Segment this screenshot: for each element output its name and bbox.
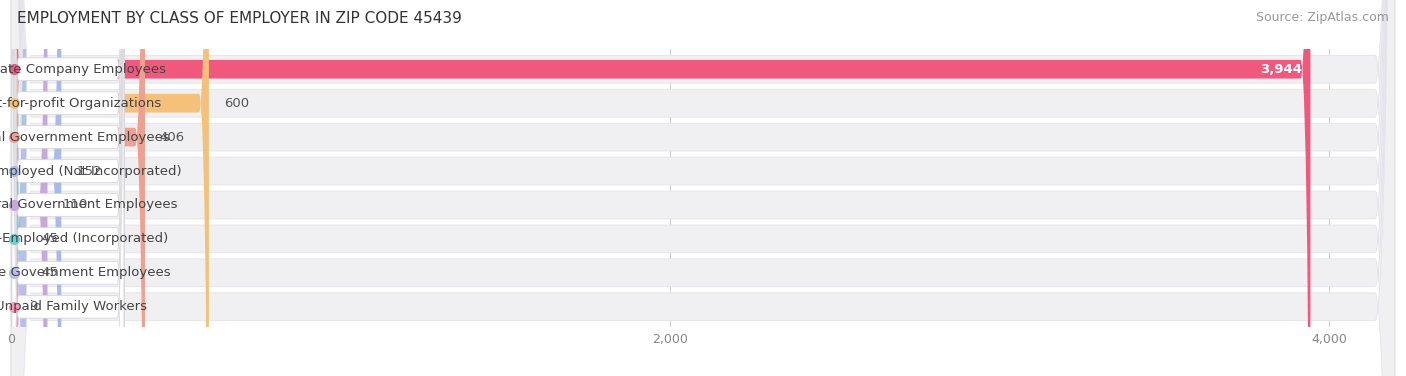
FancyBboxPatch shape — [11, 0, 124, 376]
Text: Federal Government Employees: Federal Government Employees — [0, 199, 177, 211]
FancyBboxPatch shape — [11, 0, 1310, 376]
FancyBboxPatch shape — [11, 0, 27, 376]
Text: Self-Employed (Not Incorporated): Self-Employed (Not Incorporated) — [0, 165, 181, 177]
Text: Self-Employed (Incorporated): Self-Employed (Incorporated) — [0, 232, 169, 246]
FancyBboxPatch shape — [11, 0, 145, 376]
FancyBboxPatch shape — [11, 0, 1395, 376]
FancyBboxPatch shape — [11, 0, 124, 376]
Text: 600: 600 — [224, 97, 249, 110]
FancyBboxPatch shape — [11, 0, 209, 376]
FancyBboxPatch shape — [11, 0, 124, 376]
FancyBboxPatch shape — [11, 0, 1395, 376]
Text: 9: 9 — [30, 300, 38, 313]
FancyBboxPatch shape — [11, 0, 1395, 376]
FancyBboxPatch shape — [11, 0, 48, 376]
FancyBboxPatch shape — [11, 0, 124, 376]
FancyBboxPatch shape — [11, 0, 1395, 376]
Text: EMPLOYMENT BY CLASS OF EMPLOYER IN ZIP CODE 45439: EMPLOYMENT BY CLASS OF EMPLOYER IN ZIP C… — [17, 11, 461, 26]
Text: 45: 45 — [41, 232, 58, 246]
FancyBboxPatch shape — [11, 0, 1395, 376]
FancyBboxPatch shape — [11, 0, 1395, 376]
FancyBboxPatch shape — [4, 0, 21, 376]
Text: Source: ZipAtlas.com: Source: ZipAtlas.com — [1256, 11, 1389, 24]
Text: Private Company Employees: Private Company Employees — [0, 63, 166, 76]
FancyBboxPatch shape — [11, 0, 124, 376]
FancyBboxPatch shape — [11, 0, 27, 376]
FancyBboxPatch shape — [11, 0, 62, 376]
FancyBboxPatch shape — [11, 0, 124, 376]
FancyBboxPatch shape — [11, 0, 124, 376]
FancyBboxPatch shape — [11, 0, 1395, 376]
Text: 110: 110 — [62, 199, 87, 211]
FancyBboxPatch shape — [11, 0, 1395, 376]
Text: 3,944: 3,944 — [1260, 63, 1302, 76]
Text: Unpaid Family Workers: Unpaid Family Workers — [0, 300, 146, 313]
Text: Not-for-profit Organizations: Not-for-profit Organizations — [0, 97, 162, 110]
Text: 406: 406 — [160, 130, 186, 144]
Text: 152: 152 — [76, 165, 101, 177]
FancyBboxPatch shape — [11, 0, 124, 376]
Text: State Government Employees: State Government Employees — [0, 266, 170, 279]
Text: 45: 45 — [41, 266, 58, 279]
Text: Local Government Employees: Local Government Employees — [0, 130, 170, 144]
